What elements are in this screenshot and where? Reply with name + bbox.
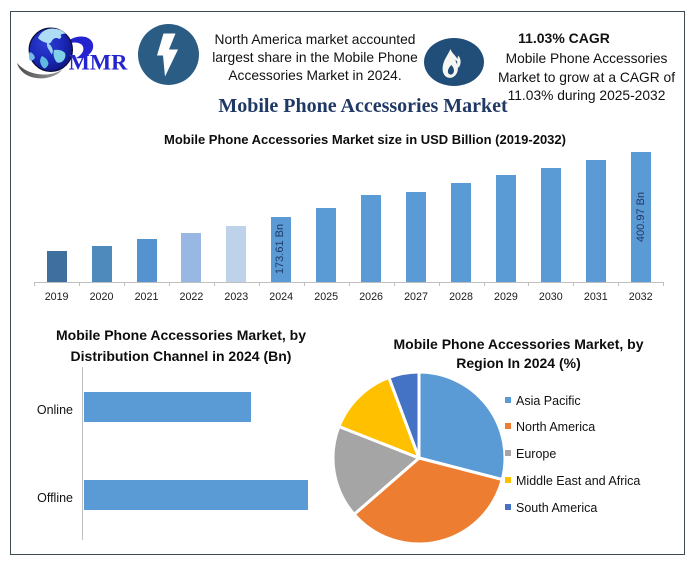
svg-text:MMR: MMR — [69, 50, 128, 75]
